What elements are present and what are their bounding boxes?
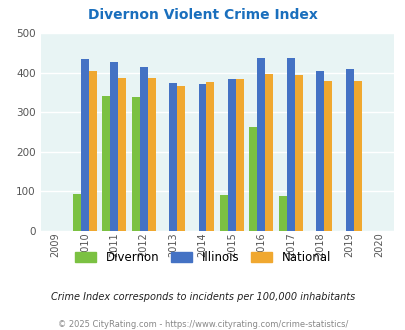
Legend: Divernon, Illinois, National: Divernon, Illinois, National (72, 248, 333, 266)
Bar (110, 61, 118, 231)
Bar (345, 69, 353, 231)
Bar (139, 67, 147, 231)
Bar (206, 82, 214, 231)
Bar (177, 86, 185, 231)
Bar (81, 59, 89, 231)
Bar (72, 194, 81, 231)
Text: Divernon Violent Crime Index: Divernon Violent Crime Index (88, 8, 317, 22)
Bar (227, 79, 235, 231)
Bar (278, 196, 286, 231)
Bar (249, 127, 257, 231)
Text: Crime Index corresponds to incidents per 100,000 inhabitants: Crime Index corresponds to incidents per… (51, 292, 354, 302)
Bar (315, 71, 324, 231)
Bar (147, 78, 155, 231)
Bar (102, 96, 110, 231)
Bar (265, 74, 273, 231)
Bar (235, 79, 243, 231)
Bar (89, 71, 96, 231)
Bar (324, 81, 331, 231)
Bar (294, 75, 302, 231)
Bar (131, 97, 139, 231)
Bar (353, 81, 361, 231)
Bar (286, 57, 294, 231)
Bar (118, 78, 126, 231)
Bar (168, 83, 177, 231)
Bar (220, 195, 227, 231)
Bar (198, 84, 206, 231)
Text: © 2025 CityRating.com - https://www.cityrating.com/crime-statistics/: © 2025 CityRating.com - https://www.city… (58, 320, 347, 329)
Bar (257, 57, 265, 231)
